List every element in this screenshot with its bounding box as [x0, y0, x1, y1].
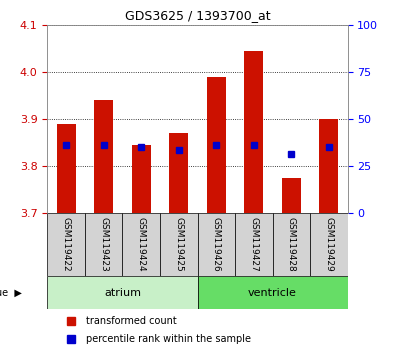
Bar	[320, 119, 338, 213]
FancyBboxPatch shape	[273, 213, 310, 276]
FancyBboxPatch shape	[47, 213, 85, 276]
Text: GSM119423: GSM119423	[99, 217, 108, 272]
Bar	[282, 178, 301, 213]
Bar	[57, 124, 75, 213]
Text: GSM119429: GSM119429	[324, 217, 333, 272]
Bar	[169, 133, 188, 213]
Text: ventricle: ventricle	[248, 287, 297, 297]
Bar	[94, 100, 113, 213]
FancyBboxPatch shape	[85, 213, 122, 276]
Text: percentile rank within the sample: percentile rank within the sample	[87, 335, 252, 344]
FancyBboxPatch shape	[235, 213, 273, 276]
Bar	[207, 76, 226, 213]
Text: tissue  ▶: tissue ▶	[0, 287, 22, 297]
Bar	[132, 145, 150, 213]
Text: GSM119427: GSM119427	[249, 217, 258, 272]
FancyBboxPatch shape	[47, 276, 198, 309]
FancyBboxPatch shape	[160, 213, 198, 276]
Text: GSM119428: GSM119428	[287, 217, 296, 272]
Bar	[245, 51, 263, 213]
Text: GSM119426: GSM119426	[212, 217, 221, 272]
Text: transformed count: transformed count	[87, 315, 177, 326]
Text: GSM119422: GSM119422	[62, 217, 71, 272]
FancyBboxPatch shape	[198, 213, 235, 276]
Text: GSM119425: GSM119425	[174, 217, 183, 272]
Text: atrium: atrium	[104, 287, 141, 297]
FancyBboxPatch shape	[198, 276, 348, 309]
FancyBboxPatch shape	[122, 213, 160, 276]
Title: GDS3625 / 1393700_at: GDS3625 / 1393700_at	[125, 9, 270, 22]
Text: GSM119424: GSM119424	[137, 217, 146, 272]
FancyBboxPatch shape	[310, 213, 348, 276]
